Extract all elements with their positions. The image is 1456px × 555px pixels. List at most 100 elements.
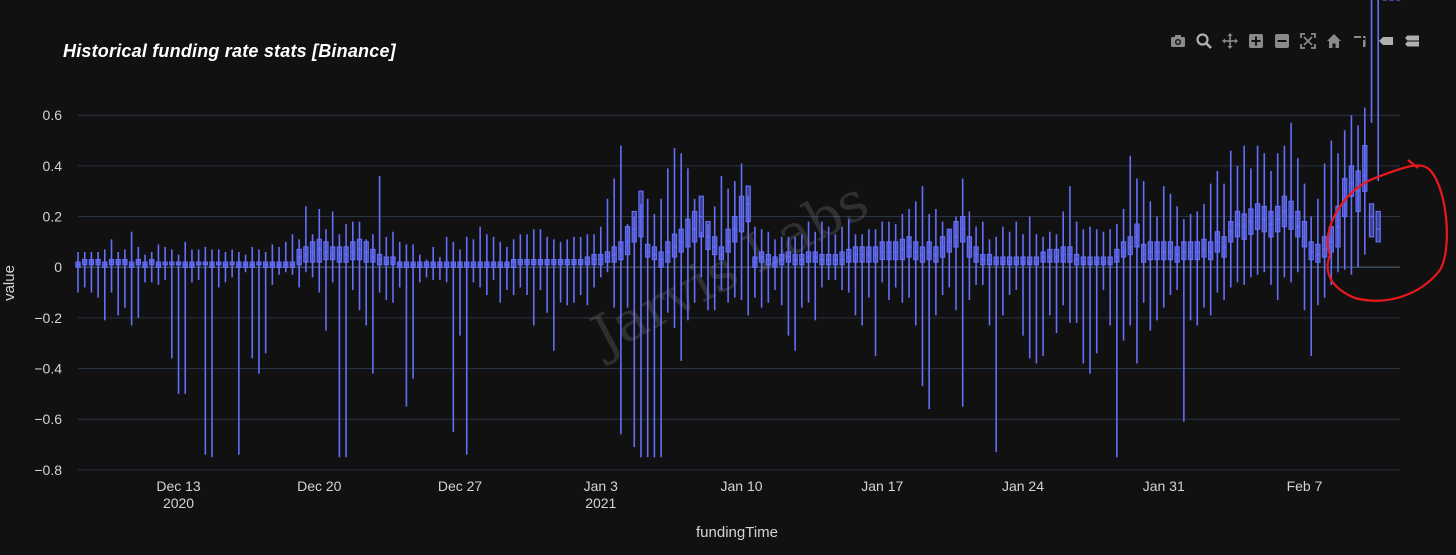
- box[interactable]: [805, 221, 812, 303]
- zoom-out-icon[interactable]: [1272, 31, 1292, 51]
- box[interactable]: [785, 236, 792, 336]
- box[interactable]: [1207, 183, 1214, 316]
- box[interactable]: [450, 241, 456, 432]
- box[interactable]: [866, 229, 872, 298]
- box[interactable]: [1187, 214, 1194, 321]
- box[interactable]: [819, 221, 825, 288]
- box[interactable]: [946, 228, 952, 288]
- box[interactable]: [510, 239, 517, 296]
- box[interactable]: [846, 219, 852, 293]
- box[interactable]: [182, 241, 188, 394]
- box[interactable]: [1362, 107, 1368, 255]
- box[interactable]: [229, 249, 235, 278]
- box[interactable]: [1040, 236, 1046, 356]
- box[interactable]: [765, 231, 771, 303]
- box[interactable]: [1201, 203, 1207, 308]
- box[interactable]: [249, 246, 255, 359]
- box[interactable]: [216, 249, 222, 288]
- box[interactable]: [1167, 193, 1174, 296]
- box[interactable]: [1221, 183, 1227, 301]
- box[interactable]: [926, 214, 932, 410]
- box[interactable]: [812, 231, 818, 321]
- box[interactable]: [1368, 0, 1375, 238]
- box[interactable]: [1288, 122, 1294, 283]
- box[interactable]: [598, 226, 604, 278]
- box[interactable]: [383, 236, 389, 301]
- box[interactable]: [1073, 221, 1080, 323]
- box[interactable]: [1308, 216, 1314, 356]
- box[interactable]: [1261, 153, 1267, 273]
- box[interactable]: [577, 236, 584, 296]
- box[interactable]: [872, 229, 879, 356]
- box[interactable]: [712, 206, 718, 311]
- box[interactable]: [1301, 183, 1308, 311]
- box[interactable]: [155, 244, 162, 285]
- box[interactable]: [122, 249, 128, 308]
- box[interactable]: [1315, 198, 1321, 306]
- box[interactable]: [1094, 229, 1100, 354]
- box[interactable]: [115, 252, 121, 316]
- box[interactable]: [1047, 231, 1053, 316]
- box[interactable]: [162, 246, 168, 280]
- box[interactable]: [330, 211, 336, 283]
- box[interactable]: [879, 221, 885, 283]
- box[interactable]: [725, 188, 731, 303]
- box[interactable]: [149, 252, 155, 283]
- box[interactable]: [638, 190, 644, 458]
- box[interactable]: [175, 254, 182, 394]
- reset-axes-icon[interactable]: [1324, 31, 1344, 51]
- box[interactable]: [779, 236, 785, 306]
- box[interactable]: [1268, 170, 1274, 285]
- box[interactable]: [993, 236, 999, 453]
- box[interactable]: [376, 176, 383, 293]
- box[interactable]: [825, 226, 832, 280]
- box[interactable]: [189, 249, 195, 283]
- box[interactable]: [289, 234, 296, 275]
- box[interactable]: [933, 208, 939, 316]
- box[interactable]: [75, 252, 81, 293]
- box[interactable]: [1033, 234, 1040, 364]
- box[interactable]: [913, 201, 919, 326]
- box[interactable]: [169, 249, 175, 359]
- box[interactable]: [82, 252, 88, 288]
- box[interactable]: [591, 234, 597, 288]
- box[interactable]: [738, 163, 745, 301]
- box[interactable]: [1027, 216, 1033, 359]
- box[interactable]: [953, 216, 959, 311]
- box[interactable]: [128, 231, 135, 326]
- box[interactable]: [457, 249, 463, 336]
- box[interactable]: [1321, 163, 1328, 298]
- box[interactable]: [142, 254, 148, 283]
- box[interactable]: [624, 224, 631, 308]
- box[interactable]: [283, 241, 289, 273]
- box[interactable]: [919, 186, 926, 387]
- box[interactable]: [1275, 153, 1281, 301]
- box[interactable]: [1127, 155, 1133, 326]
- box[interactable]: [1241, 145, 1247, 285]
- box[interactable]: [1087, 226, 1093, 374]
- box[interactable]: [671, 148, 678, 328]
- box[interactable]: [236, 252, 242, 455]
- spike-lines-icon[interactable]: [1350, 31, 1370, 51]
- box[interactable]: [316, 208, 322, 293]
- box[interactable]: [1335, 153, 1341, 273]
- box[interactable]: [1080, 229, 1086, 364]
- box[interactable]: [390, 231, 396, 303]
- box[interactable]: [256, 249, 262, 374]
- box[interactable]: [497, 241, 503, 303]
- box[interactable]: [685, 168, 691, 321]
- box[interactable]: [1100, 231, 1107, 290]
- box[interactable]: [1013, 221, 1019, 290]
- box[interactable]: [430, 246, 436, 280]
- box[interactable]: [222, 252, 229, 283]
- box[interactable]: [1375, 0, 1381, 243]
- box[interactable]: [1147, 201, 1154, 331]
- box[interactable]: [1154, 216, 1160, 321]
- box[interactable]: [323, 229, 329, 331]
- box[interactable]: [417, 254, 423, 283]
- box[interactable]: [464, 236, 470, 455]
- box[interactable]: [1134, 178, 1140, 364]
- box[interactable]: [1181, 219, 1187, 422]
- camera-icon[interactable]: [1168, 31, 1188, 51]
- box[interactable]: [1107, 229, 1113, 326]
